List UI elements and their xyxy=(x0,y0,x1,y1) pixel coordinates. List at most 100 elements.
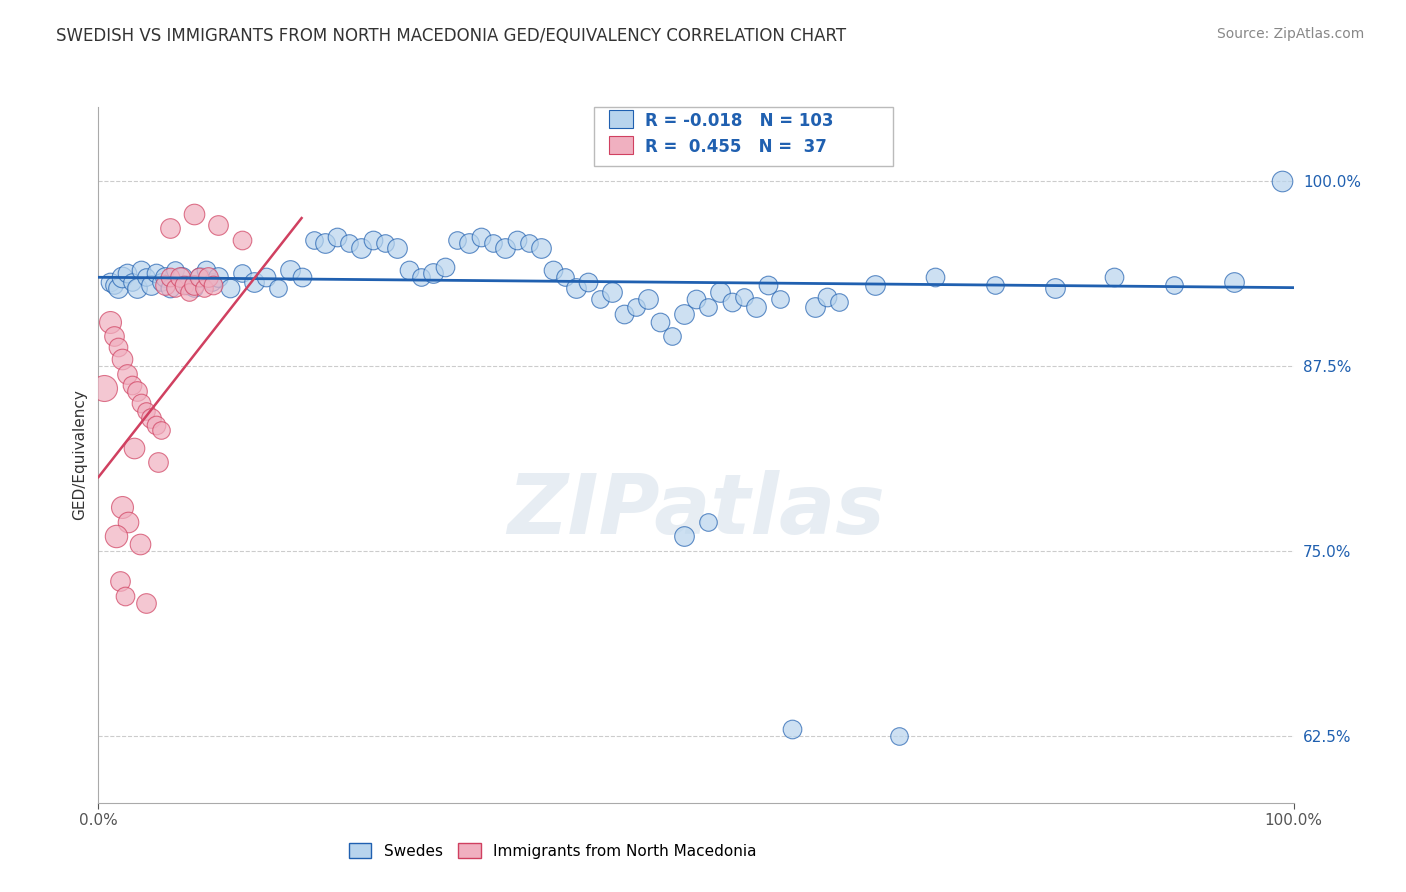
Point xyxy=(411,270,433,285)
Point xyxy=(315,236,337,251)
Point xyxy=(422,266,444,280)
Point xyxy=(673,307,696,321)
Point xyxy=(481,236,505,251)
Bar xyxy=(609,136,633,154)
Point xyxy=(173,277,195,292)
Point xyxy=(183,277,205,292)
Point xyxy=(589,293,612,307)
Point xyxy=(924,270,946,285)
Point xyxy=(648,315,672,329)
Point xyxy=(111,270,134,285)
Point xyxy=(804,300,827,314)
Point xyxy=(195,263,218,277)
Point xyxy=(1043,280,1066,294)
Point xyxy=(254,270,277,285)
Point xyxy=(125,280,148,294)
Point xyxy=(188,270,211,285)
Point xyxy=(179,285,201,299)
Point xyxy=(984,277,1007,292)
Point xyxy=(517,236,540,251)
Point xyxy=(177,277,200,292)
Point xyxy=(135,596,157,610)
Point xyxy=(121,378,143,392)
Point xyxy=(197,270,219,285)
Text: Source: ZipAtlas.com: Source: ZipAtlas.com xyxy=(1216,27,1364,41)
Point xyxy=(183,206,205,220)
Point xyxy=(721,295,744,310)
Point xyxy=(98,315,122,329)
Point xyxy=(155,277,177,292)
Point xyxy=(434,260,457,274)
Point xyxy=(578,275,600,289)
Point xyxy=(685,293,707,307)
Point xyxy=(231,233,253,247)
Point xyxy=(626,300,648,314)
Point xyxy=(129,537,152,551)
Point xyxy=(163,280,186,294)
Point xyxy=(291,270,314,285)
Point xyxy=(121,275,143,289)
Point xyxy=(169,270,191,285)
Point xyxy=(207,270,229,285)
Point xyxy=(302,233,325,247)
Point xyxy=(1271,174,1294,188)
Point xyxy=(385,241,409,255)
Point xyxy=(115,266,138,280)
Point xyxy=(339,236,361,251)
Point xyxy=(187,270,209,285)
Point xyxy=(554,270,576,285)
Point xyxy=(148,455,170,469)
Point xyxy=(149,275,172,289)
Point xyxy=(865,277,887,292)
Point xyxy=(231,266,253,280)
Point xyxy=(159,221,181,235)
Point xyxy=(709,285,731,299)
Point xyxy=(363,233,385,247)
Point xyxy=(530,241,553,255)
Point xyxy=(135,403,157,417)
Point xyxy=(139,277,162,292)
Point xyxy=(103,277,125,292)
Point xyxy=(111,351,134,366)
Point xyxy=(98,275,122,289)
Point xyxy=(602,285,624,299)
Point xyxy=(637,293,659,307)
Point xyxy=(756,277,779,292)
Point xyxy=(733,289,755,303)
Point xyxy=(124,441,146,455)
Point xyxy=(145,266,167,280)
Point xyxy=(117,515,139,529)
Bar xyxy=(595,107,893,166)
Point xyxy=(115,367,138,381)
Point xyxy=(828,295,851,310)
Point xyxy=(111,500,134,514)
Bar xyxy=(609,110,633,128)
Point xyxy=(565,280,588,294)
Point xyxy=(163,263,186,277)
Point xyxy=(108,574,131,588)
Legend: Swedes, Immigrants from North Macedonia: Swedes, Immigrants from North Macedonia xyxy=(343,837,762,864)
Point xyxy=(107,340,129,354)
Point xyxy=(202,277,225,292)
Point xyxy=(149,423,172,437)
Point xyxy=(135,270,157,285)
Point xyxy=(446,233,468,247)
Point xyxy=(780,722,803,736)
Point xyxy=(105,529,128,543)
Point xyxy=(374,236,396,251)
Point xyxy=(278,263,301,277)
Point xyxy=(159,270,181,285)
Text: ZIPatlas: ZIPatlas xyxy=(508,470,884,551)
Point xyxy=(131,396,153,410)
Point xyxy=(159,280,181,294)
Point xyxy=(661,329,683,343)
Point xyxy=(745,300,768,314)
Point xyxy=(93,381,115,395)
Point xyxy=(193,280,215,294)
Point xyxy=(207,219,229,233)
Point xyxy=(398,263,420,277)
Point xyxy=(458,236,481,251)
Text: R =  0.455   N =  37: R = 0.455 N = 37 xyxy=(644,138,827,156)
Point xyxy=(139,411,162,425)
Point xyxy=(172,270,194,285)
